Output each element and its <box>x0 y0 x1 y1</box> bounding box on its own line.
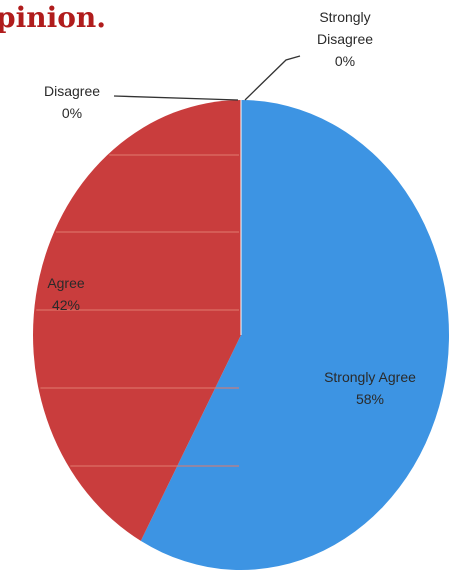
pie-slice-strongly-agree <box>140 100 450 570</box>
data-label-strongly-agree: Strongly Agree 58% <box>324 369 416 407</box>
category-label: Strongly <box>319 9 370 25</box>
category-label: Disagree <box>317 31 373 47</box>
category-label: Agree <box>47 275 85 291</box>
data-label-strongly-disagree: Strongly Disagree 0% <box>244 9 373 101</box>
value-label: 42% <box>52 297 80 313</box>
data-label-disagree: Disagree 0% <box>44 83 239 121</box>
value-label: 58% <box>356 391 384 407</box>
pie-slice-agree <box>33 100 242 541</box>
page-title: pinion. <box>0 1 106 34</box>
leader-line <box>244 55 301 101</box>
category-label: Disagree <box>44 83 100 99</box>
data-label-agree: Agree 42% <box>47 275 85 313</box>
category-label: Strongly Agree <box>324 369 416 385</box>
slice-texture-lines <box>36 154 239 467</box>
value-label: 0% <box>335 53 355 69</box>
value-label: 0% <box>62 105 82 121</box>
leader-line <box>113 95 239 101</box>
